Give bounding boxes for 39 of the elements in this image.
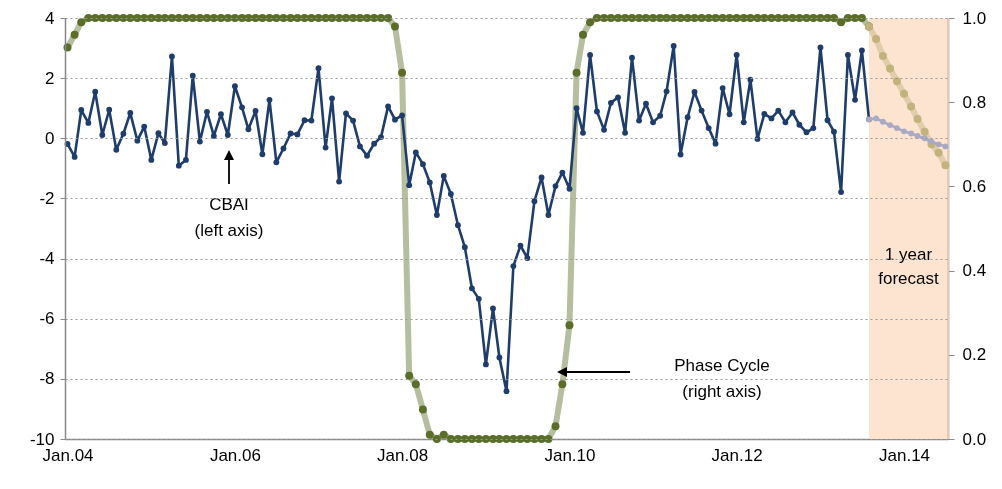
point	[942, 143, 949, 150]
x-tick-label: Jan.10	[544, 445, 596, 465]
y2-tick-label: 0.2	[962, 345, 987, 365]
y-tick-label: -2	[39, 188, 55, 208]
point	[872, 35, 881, 44]
y2-tick-label: 0.8	[962, 92, 987, 112]
point	[913, 115, 922, 124]
x-tick-label: Jan.08	[377, 445, 429, 465]
point	[886, 64, 895, 73]
point	[920, 127, 929, 136]
point	[894, 125, 900, 131]
y-tick-label: -4	[39, 249, 55, 269]
point	[901, 128, 907, 135]
point	[935, 141, 942, 148]
point	[934, 148, 943, 157]
y-tick-label: 0	[45, 128, 55, 148]
y2-tick-label: 0.6	[962, 176, 987, 196]
point	[941, 161, 950, 170]
annotation: CBAI (left axis)	[194, 195, 264, 240]
point	[908, 130, 915, 137]
y-tick-label: 4	[45, 8, 55, 28]
annotation: Phase Cycle (right axis)	[674, 356, 770, 401]
x-tick-label: Jan.12	[711, 445, 763, 465]
point	[873, 115, 880, 122]
point	[900, 89, 909, 98]
point	[878, 51, 887, 60]
point	[907, 102, 916, 111]
point	[887, 122, 893, 128]
y-tick-label: 2	[45, 68, 55, 88]
point	[880, 118, 886, 125]
point	[892, 77, 901, 86]
y2-tick-label: 1.0	[962, 8, 987, 28]
y-tick-label: -8	[39, 369, 55, 389]
y2-tick-label: 0.0	[962, 429, 987, 449]
x-tick-label: Jan.14	[879, 445, 931, 465]
y2-tick-label: 0.4	[962, 261, 987, 281]
y-tick-label: -6	[39, 309, 55, 329]
x-tick-label: Jan.06	[209, 445, 261, 465]
point	[928, 138, 935, 145]
